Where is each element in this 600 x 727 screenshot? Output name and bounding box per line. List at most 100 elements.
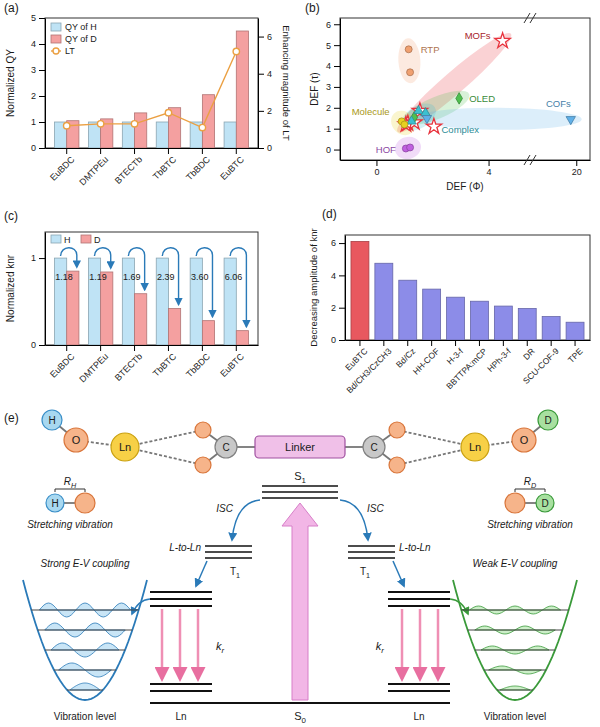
arrow (196, 248, 212, 317)
label-main: R (64, 476, 71, 487)
bar (375, 263, 393, 340)
tick-mark (431, 340, 432, 346)
tick: 6 (258, 32, 272, 42)
coupling-label: Weak E-V coupling (473, 558, 558, 569)
panel-e: (e)HOLnCDOLnCLinkerS1S0HRHStretching vib… (4, 410, 577, 725)
level (461, 610, 568, 611)
bar (236, 331, 248, 345)
tick: HH-COF (411, 340, 441, 377)
tick: HPh-3-f (485, 340, 513, 374)
linker-label: Linker (285, 441, 315, 453)
tick: DMTPEu (77, 148, 110, 187)
arrow (95, 248, 111, 268)
level (205, 557, 252, 559)
axis-line (45, 19, 46, 149)
label-sub: 1 (366, 571, 370, 580)
level (262, 485, 338, 487)
tick: 3 (31, 65, 45, 75)
tick-mark (258, 74, 264, 75)
tick-label: BBTTPA:mCP (444, 346, 489, 391)
bracket (55, 489, 85, 492)
group-label: MOFs (465, 30, 491, 41)
group-region (397, 38, 422, 84)
tick-label: 2 (331, 303, 336, 313)
tick-label: HPh-3-f (485, 346, 513, 374)
tick-label: DMTPEu (77, 154, 110, 187)
bar (67, 271, 79, 345)
tick-mark (527, 340, 528, 346)
line (67, 51, 237, 127)
tick-label: 4 (326, 61, 331, 71)
legend: HD (51, 235, 101, 245)
point (131, 121, 137, 127)
tick-mark (407, 340, 408, 346)
atom-label: D (541, 498, 548, 509)
bond-label: RH (64, 476, 77, 490)
tick: 2 (331, 303, 345, 313)
vibration-label: Vibration level (484, 711, 547, 722)
tick-label: 4 (331, 271, 336, 281)
panel-a: (a)0123450246EuBDCDMTPEuBTECTbTbBTCTbBDC… (4, 1, 292, 187)
tick-mark (39, 96, 45, 97)
tick-label: EuBTC (218, 154, 246, 182)
axis: 0246 (331, 236, 346, 346)
tick-label: SCU-COF-9 (521, 346, 561, 386)
label-sub: r (381, 646, 384, 655)
tick-mark (39, 258, 45, 259)
transfer-arrow (393, 561, 404, 586)
tick-mark (334, 45, 340, 46)
bar (542, 317, 560, 340)
transfer-arrow (196, 561, 207, 586)
tick-mark (334, 108, 340, 109)
bar (101, 272, 113, 345)
tick: SCU-COF-9 (521, 340, 561, 386)
tick: 0 (31, 143, 45, 153)
tick: TPE (566, 340, 585, 365)
bar (494, 306, 512, 340)
tick: 1 (31, 117, 45, 127)
bar (518, 309, 536, 341)
figure: (a)0123450246EuBDCDMTPEuBTECTbTbBTCTbBDC… (0, 0, 600, 727)
tick-mark (168, 345, 169, 351)
bar (447, 297, 465, 340)
atom (389, 422, 405, 438)
point (97, 121, 103, 127)
tick-label: DR (521, 346, 537, 362)
bar (423, 289, 441, 340)
level (388, 591, 450, 593)
bar (135, 113, 147, 148)
tick-label: 4 (267, 69, 272, 79)
tick: 0 (326, 145, 340, 155)
tick-label: EuBTC (218, 351, 246, 379)
atom-label: H (51, 498, 58, 509)
point (401, 121, 408, 128)
legend-swatch (51, 23, 61, 31)
axis-break (524, 13, 530, 23)
level (150, 605, 212, 607)
tick-mark (168, 148, 169, 154)
level (150, 683, 212, 685)
tick: 3 (326, 82, 340, 92)
tick-label: 1 (31, 117, 36, 127)
axis: 01 (31, 233, 46, 351)
level (262, 491, 338, 493)
potential-well (23, 580, 147, 700)
tick-mark (334, 129, 340, 130)
tick: 6 (331, 238, 345, 248)
state-label: S0 (294, 710, 306, 725)
atom (363, 436, 385, 458)
axis: EuBTCBd/CH3/CzCH3Bd/CzHH-COFH-3-fBBTTPA:… (343, 340, 590, 395)
tick: BTECTb (113, 148, 144, 186)
point (64, 123, 70, 129)
bracket (515, 489, 545, 492)
plot-frame (45, 18, 258, 148)
tick-label: 0 (267, 143, 272, 153)
bar (351, 241, 369, 340)
tick-mark (258, 37, 264, 38)
atom (64, 428, 88, 452)
tick: EuBTC (218, 148, 246, 182)
level (262, 497, 338, 499)
ratio-label: 2.39 (157, 272, 175, 282)
ln-label: Ln (175, 711, 186, 722)
ratio-label: 1.19 (89, 272, 107, 282)
